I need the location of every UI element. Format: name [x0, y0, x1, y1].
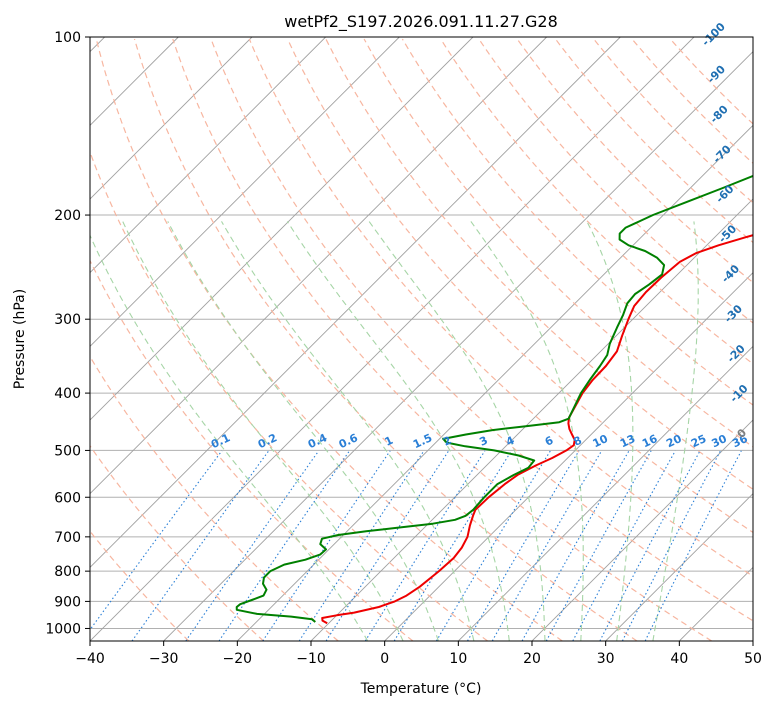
mixing-ratio-line: [90, 450, 223, 631]
dry-adiabat-line: [401, 38, 753, 406]
isotherm-line: [605, 493, 753, 641]
temperature-trace: [321, 234, 753, 625]
y-tick-label: 700: [54, 530, 81, 546]
dry-adiabat-line: [287, 38, 753, 534]
mixing-ratio-line: [218, 450, 350, 641]
mixing-ratio-line: [467, 450, 580, 641]
mixing-ratio-line: [545, 450, 652, 641]
dry-adiabat-line: [363, 38, 753, 448]
mixing-ratio-line: [325, 450, 450, 641]
moist-adiabat-line: [167, 221, 440, 641]
x-tick-label: 50: [744, 651, 762, 667]
x-axis-label: Temperature (°C): [360, 681, 482, 697]
y-tick-label: 300: [54, 312, 81, 328]
chart-title: wetPf2_S197.2026.091.11.27.G28: [284, 12, 558, 32]
moist-adiabat-line: [586, 221, 634, 641]
mixing-ratio-line: [491, 450, 603, 641]
dry-adiabat-line: [478, 38, 753, 324]
moist-adiabat-line: [470, 221, 584, 641]
isotherm-line: [90, 37, 326, 274]
dry-adiabat-line: [133, 38, 638, 641]
mixing-ratio-label: 25: [689, 432, 708, 450]
x-tick-label: 10: [449, 651, 467, 667]
mixing-ratio-label: 30: [710, 432, 730, 450]
dry-adiabat-line: [555, 38, 753, 244]
y-tick-label: 200: [54, 208, 81, 224]
y-tick-label: 1000: [45, 621, 81, 637]
y-tick-label: 900: [54, 594, 81, 610]
mixing-ratio-line: [298, 450, 425, 641]
isotherm-line: [310, 198, 753, 641]
mixing-ratio-line: [644, 450, 742, 641]
background-lines: [90, 37, 753, 641]
dry-adiabat-line: [90, 444, 264, 641]
isotherm-line: [531, 419, 753, 641]
mixing-ratio-line: [131, 450, 270, 641]
mixing-ratio-line: [185, 450, 320, 641]
x-tick-label: −40: [75, 651, 105, 667]
x-axis: −40 −30 −20 −10 0 10 20 30 40 50: [75, 641, 762, 667]
y-tick-label: 600: [54, 490, 81, 506]
dry-adiabat-line: [440, 38, 753, 365]
y-axis: 100 200 300 400 500 600 700 800 900 1000: [45, 30, 90, 637]
dewpoint-trace: [235, 174, 753, 623]
isotherm-line: [384, 272, 753, 641]
x-tick-label: 20: [523, 651, 541, 667]
isotherm-line: [90, 37, 695, 641]
dry-adiabat-line: [248, 38, 753, 577]
isotherm-line: [237, 124, 753, 641]
dry-adiabat-line: [325, 38, 753, 491]
mixing-ratio-line: [393, 450, 512, 641]
mixing-ratio-label: 16: [640, 432, 660, 450]
mixing-ratio-label: 20: [664, 432, 684, 450]
isotherm-line: [90, 37, 547, 495]
y-axis-label: Pressure (hPa): [12, 289, 28, 389]
mixing-ratio-label: 36: [730, 432, 750, 450]
data-lines: [235, 174, 753, 625]
y-tick-label: 500: [54, 443, 81, 459]
mixing-ratio-line: [364, 450, 486, 641]
dry-adiabat-line: [593, 38, 753, 204]
mixing-ratio-line: [521, 450, 630, 641]
mixing-ratio-label: 13: [618, 432, 637, 450]
isotherm-line: [458, 345, 753, 641]
x-tick-label: −10: [296, 651, 326, 667]
x-tick-label: 30: [597, 651, 615, 667]
moist-adiabat-line: [90, 234, 369, 641]
moist-adiabat-line: [122, 221, 404, 641]
dry-adiabat-line: [210, 38, 753, 622]
y-tick-label: 800: [54, 564, 81, 580]
y-tick-label: 100: [54, 30, 81, 46]
x-tick-label: 0: [380, 651, 389, 667]
isotherm-line: [90, 37, 253, 200]
isotherm-line: [90, 37, 621, 568]
moist-adiabat-line: [221, 221, 475, 641]
plot-frame: [89, 36, 754, 642]
moist-adiabat-line: [286, 221, 510, 641]
moist-adiabat-line: [652, 221, 699, 641]
x-tick-label: 40: [670, 651, 688, 667]
x-tick-label: −30: [149, 651, 179, 667]
dry-adiabat-line: [90, 530, 190, 641]
x-tick-label: −20: [223, 651, 253, 667]
isotherm-line: [163, 51, 753, 641]
y-tick-label: 400: [54, 386, 81, 402]
mixing-ratio-line: [435, 450, 551, 641]
dry-adiabat-line: [172, 38, 713, 641]
isotherm-line: [90, 37, 474, 421]
mixing-ratio-label: 10: [591, 432, 611, 450]
moist-adiabat-line: [368, 221, 546, 641]
